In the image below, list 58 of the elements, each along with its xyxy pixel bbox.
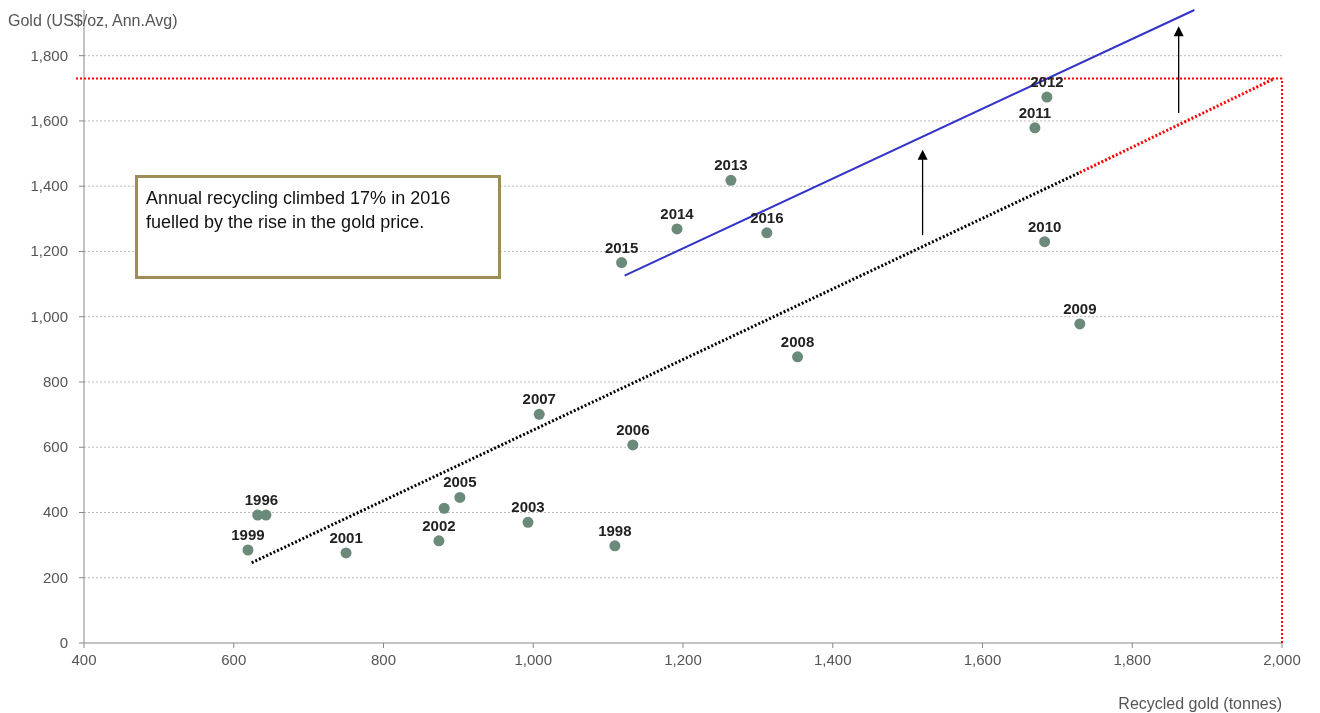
annotation: 2001 [329, 528, 363, 546]
y-tick-label: 0 [59, 634, 68, 651]
y-tick-label: 1,200 [30, 242, 68, 260]
point [627, 439, 639, 451]
point [1039, 236, 1051, 248]
x-axis-title: Recycled gold (tonnes) [1118, 695, 1282, 712]
annotation: 2008 [780, 332, 815, 350]
x-tick-label: 1,800 [1113, 651, 1152, 668]
annotation: 2006 [616, 420, 650, 438]
point [340, 547, 352, 559]
annotation: 2011 [1018, 103, 1052, 121]
point [1074, 318, 1086, 330]
annotation: 2002 [422, 516, 456, 534]
x-tick-label: 400 [71, 651, 97, 668]
point [260, 509, 272, 521]
x-tick-label: 1,200 [664, 651, 702, 668]
annotation: 2005 [443, 473, 477, 491]
point [1029, 122, 1041, 134]
annotation: 1996 [244, 491, 279, 509]
annotation: 1998 [598, 521, 632, 539]
x-tick-label: 1,400 [813, 651, 852, 668]
annotation: 2003 [511, 498, 545, 516]
y-tick-label: 800 [42, 372, 68, 390]
point [242, 544, 254, 556]
point [792, 351, 804, 363]
point [1041, 91, 1053, 103]
annotation: 1999 [231, 526, 265, 544]
annotation: 2010 [1027, 217, 1062, 235]
annotation: 2014 [660, 204, 695, 222]
annotation: 2007 [522, 390, 556, 408]
callout-box: Annual recycling climbed 17% in 2016 fuelled by the rise in the gold price. [135, 175, 501, 279]
point [438, 502, 450, 514]
annotation: 2016 [750, 208, 784, 226]
point [616, 257, 628, 269]
y-tick-label: 1,600 [30, 111, 68, 129]
x-tick-label: 600 [221, 651, 247, 668]
annotation: 2009 [1063, 299, 1097, 317]
x-tick-label: 2,000 [1263, 651, 1301, 668]
point [533, 408, 545, 420]
annotation: 2013 [714, 156, 748, 174]
point [433, 535, 445, 547]
point [725, 174, 737, 186]
y-tick-label: 1,000 [30, 307, 68, 325]
point [609, 540, 621, 552]
y-tick-label: 1,400 [30, 177, 68, 195]
y-tick-label: 400 [42, 503, 68, 521]
point [761, 227, 773, 239]
point [522, 516, 534, 528]
x-tick-label: 1,000 [514, 651, 553, 668]
y-tick-label: 1,800 [30, 46, 68, 64]
y-tick-label: 600 [42, 438, 68, 456]
x-tick-label: 1,600 [963, 651, 1002, 668]
point [454, 491, 466, 503]
y-tick-label: 200 [42, 568, 68, 586]
annotation: 2015 [604, 238, 639, 256]
y-axis-title: Gold (US$/oz, Ann.Avg) [8, 12, 178, 29]
x-tick-label: 800 [370, 651, 397, 668]
point [671, 223, 683, 235]
